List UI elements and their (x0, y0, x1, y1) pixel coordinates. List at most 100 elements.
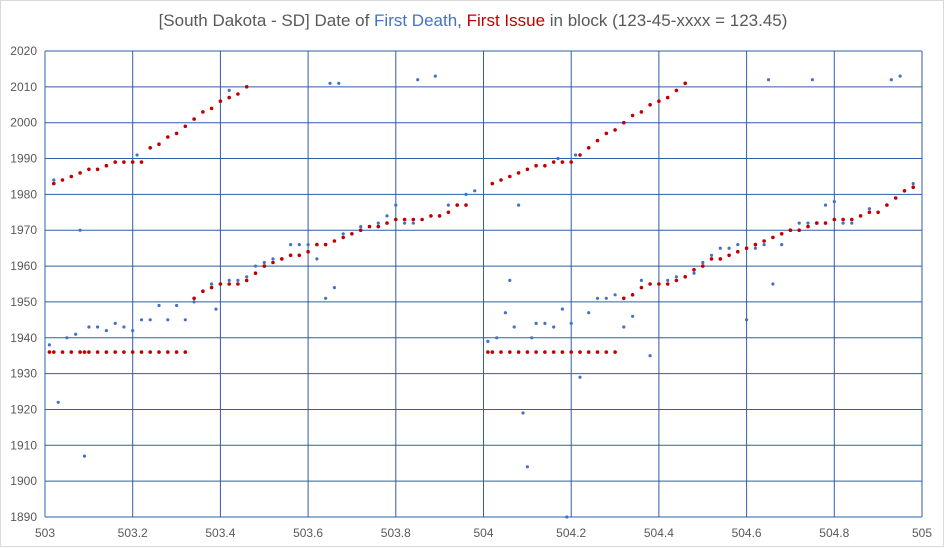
first-issue-point (402, 217, 407, 222)
first-death-point (210, 282, 214, 286)
first-death-point (271, 257, 275, 261)
first-death-point (556, 156, 560, 161)
first-issue-point (551, 160, 556, 164)
first-issue-point (551, 350, 556, 354)
first-death-point (403, 221, 407, 225)
first-death-point (113, 321, 117, 325)
first-issue-point (797, 228, 801, 232)
first-issue-point (236, 282, 240, 286)
first-death-point (328, 81, 332, 85)
first-issue-point (455, 203, 460, 207)
x-tick-label: 504.2 (556, 526, 586, 540)
first-death-point (306, 243, 310, 247)
first-issue-point (534, 163, 538, 168)
first-issue-point (95, 350, 100, 354)
first-issue-point (639, 285, 644, 290)
first-death-point (47, 343, 52, 347)
first-issue-point (262, 264, 267, 268)
first-death-point (560, 307, 565, 311)
y-tick-label: 1910 (10, 438, 37, 452)
first-issue-point (578, 153, 582, 157)
first-issue-point (727, 253, 731, 258)
first-issue-point (823, 221, 828, 225)
first-issue-point (622, 296, 626, 301)
first-issue-point (595, 138, 600, 143)
first-death-point (709, 253, 714, 257)
first-death-point (639, 278, 644, 282)
first-death-point (192, 300, 196, 304)
first-death-point (780, 243, 784, 247)
first-death-point (771, 282, 775, 286)
first-death-point (565, 515, 569, 519)
first-death-point (332, 286, 336, 290)
first-issue-point (130, 160, 135, 164)
first-death-point (631, 314, 635, 318)
first-issue-point (183, 350, 188, 354)
first-death-point (850, 221, 854, 225)
first-death-point (578, 375, 582, 379)
first-issue-point (104, 163, 109, 168)
first-issue-point (244, 85, 249, 89)
first-death-point (253, 264, 258, 268)
title-prefix: [South Dakota - SD] Date of (158, 11, 375, 30)
first-death-point (727, 246, 731, 250)
first-death-point (692, 271, 696, 275)
first-issue-point (508, 350, 512, 354)
first-issue-point (560, 160, 565, 164)
first-death-point (227, 88, 231, 92)
first-issue-point (87, 167, 91, 172)
first-death-point (832, 200, 836, 204)
first-issue-point (280, 257, 284, 261)
first-issue-point (113, 160, 117, 164)
first-death-point (157, 303, 161, 308)
first-issue-point (420, 217, 424, 222)
first-issue-point (192, 117, 196, 121)
first-issue-point (595, 350, 600, 354)
first-issue-point (771, 235, 775, 240)
first-issue-point (622, 120, 626, 125)
first-death-point (376, 221, 380, 225)
first-death-point (543, 321, 547, 325)
first-issue-point (736, 249, 740, 254)
first-issue-point (271, 260, 275, 265)
first-issue-point (744, 246, 749, 250)
x-tick-label: 505 (912, 526, 932, 540)
first-death-point (104, 329, 108, 333)
title-first-issue: First Issue (466, 11, 546, 30)
first-death-point (810, 78, 815, 82)
x-tick-label: 503 (35, 526, 55, 540)
first-issue-point (166, 135, 170, 139)
first-death-point (806, 221, 810, 225)
first-issue-point (508, 174, 512, 179)
first-issue-point (47, 350, 52, 354)
first-death-point (262, 260, 266, 265)
first-issue-point (683, 275, 687, 279)
first-issue-point (683, 81, 687, 86)
first-death-point (517, 203, 521, 207)
first-issue-point (236, 92, 240, 96)
first-death-point (595, 296, 600, 300)
first-issue-point (394, 217, 398, 222)
first-issue-point (464, 203, 468, 207)
first-death-point (841, 221, 845, 225)
first-death-point (486, 339, 490, 343)
first-issue-point (516, 171, 521, 175)
first-issue-point (104, 350, 109, 354)
first-issue-point (139, 350, 144, 354)
first-death-point (96, 325, 100, 329)
first-issue-point (586, 350, 591, 354)
first-issue-point (429, 214, 433, 218)
first-death-point (753, 246, 758, 250)
first-issue-point (902, 189, 907, 193)
y-tick-label: 2000 (10, 116, 37, 130)
first-issue-point (490, 181, 495, 186)
first-death-point (236, 278, 240, 282)
first-death-point (911, 182, 915, 186)
first-issue-point (885, 203, 889, 207)
first-issue-point (486, 350, 490, 354)
y-tick-label: 1980 (10, 187, 37, 201)
first-issue-point (166, 350, 170, 354)
first-death-point (766, 78, 771, 82)
first-issue-point (139, 160, 144, 164)
first-issue-point (709, 257, 714, 261)
